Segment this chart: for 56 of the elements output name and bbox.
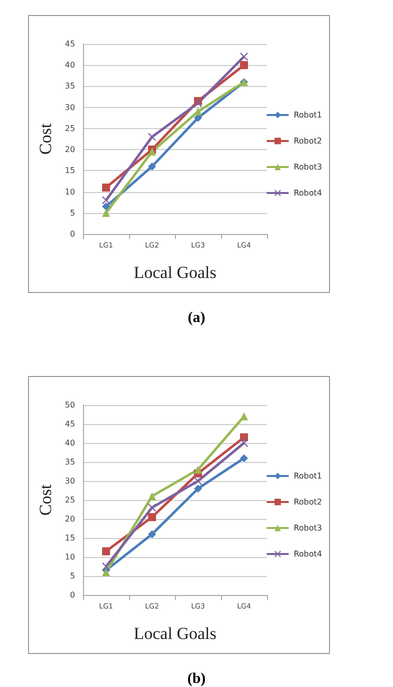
- point: [240, 52, 248, 61]
- point: [148, 162, 156, 170]
- y-tick-label: 10: [64, 552, 76, 562]
- point: [194, 477, 202, 485]
- y-tick-label: 20: [64, 145, 76, 154]
- y-tick-label: 30: [64, 476, 76, 486]
- legend-label: Robot3: [294, 524, 322, 532]
- legend-label: Robot2: [294, 498, 322, 506]
- legend-label: Robot3: [294, 162, 322, 172]
- y-tick-label: 5: [70, 572, 76, 580]
- x-axis-title: Local Goals: [134, 624, 216, 643]
- y-tick-label: 35: [64, 82, 76, 91]
- point: [148, 530, 156, 538]
- text: (b): [186, 671, 207, 687]
- legend-label: Robot2: [294, 136, 322, 146]
- point: [240, 439, 248, 447]
- x-axis-title: Local Goals: [134, 263, 216, 282]
- legend-label: Robot4: [294, 188, 322, 198]
- text: (a): [186, 310, 206, 327]
- point: [102, 547, 110, 556]
- y-tick-label: 40: [64, 60, 76, 70]
- y-tick-label: 15: [64, 166, 76, 176]
- y-tick-label: 25: [64, 124, 76, 133]
- y-tick-label: 15: [64, 534, 76, 542]
- y-tick-label: 25: [64, 496, 76, 504]
- y-tick-label: 5: [70, 208, 76, 218]
- point: [148, 132, 156, 141]
- y-tick-label: 20: [64, 514, 76, 524]
- point: [102, 196, 110, 204]
- y-tick-label: 40: [64, 438, 76, 448]
- y-tick-label: 30: [64, 102, 76, 112]
- point: [148, 504, 156, 512]
- point: [240, 412, 248, 420]
- y-tick-label: 0: [70, 590, 76, 600]
- legend-label: Robot4: [294, 550, 322, 558]
- point: [102, 562, 110, 570]
- point: [102, 184, 110, 192]
- legend-label: Robot1: [294, 472, 322, 480]
- point: [194, 484, 202, 493]
- point: [194, 466, 202, 474]
- y-axis-title: Cost: [36, 123, 55, 155]
- y-tick-label: 45: [64, 420, 76, 428]
- point: [194, 99, 202, 108]
- y-tick-label: 50: [64, 400, 76, 410]
- y-tick-label: 10: [64, 187, 76, 196]
- y-tick-label: 0: [70, 230, 76, 238]
- point: [148, 492, 156, 500]
- y-tick-label: 45: [64, 40, 76, 48]
- point: [102, 202, 110, 211]
- point: [240, 61, 248, 70]
- y-axis-title: Cost: [36, 484, 55, 516]
- point: [102, 208, 110, 217]
- point: [240, 454, 248, 462]
- y-tick-label: 35: [64, 458, 76, 466]
- legend-label: Robot1: [294, 110, 322, 120]
- point: [148, 513, 156, 522]
